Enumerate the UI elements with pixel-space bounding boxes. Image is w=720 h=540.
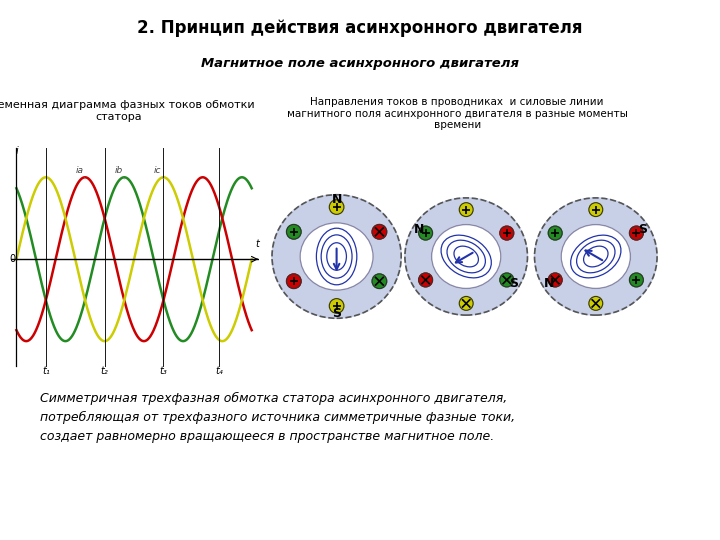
Ellipse shape	[534, 198, 657, 315]
Text: 0: 0	[9, 254, 16, 264]
Circle shape	[548, 273, 562, 287]
Text: Временная диаграмма фазных токов обмотки
статора: Временная диаграмма фазных токов обмотки…	[0, 100, 255, 122]
Circle shape	[459, 202, 473, 217]
Text: S: S	[332, 307, 341, 320]
Circle shape	[372, 274, 387, 288]
Text: N: N	[414, 223, 424, 236]
Text: S: S	[639, 223, 647, 236]
Ellipse shape	[405, 198, 528, 315]
Text: S: S	[509, 277, 518, 290]
Circle shape	[500, 226, 514, 240]
Circle shape	[629, 273, 644, 287]
Ellipse shape	[431, 225, 501, 288]
Text: t: t	[256, 239, 259, 249]
Circle shape	[548, 226, 562, 240]
Ellipse shape	[300, 223, 373, 290]
Text: t₄: t₄	[215, 366, 223, 376]
Text: Магнитное поле асинхронного двигателя: Магнитное поле асинхронного двигателя	[201, 57, 519, 70]
Circle shape	[629, 226, 644, 240]
Text: t₃: t₃	[160, 366, 167, 376]
Text: ib: ib	[114, 166, 125, 179]
Text: t₁: t₁	[42, 366, 50, 376]
Text: N: N	[544, 277, 554, 290]
Circle shape	[459, 296, 473, 310]
Circle shape	[329, 299, 344, 313]
Ellipse shape	[272, 195, 401, 318]
Circle shape	[287, 225, 301, 239]
Text: 2. Принцип действия асинхронного двигателя: 2. Принцип действия асинхронного двигате…	[138, 19, 582, 37]
Circle shape	[418, 226, 433, 240]
Text: Направления токов в проводниках  и силовые линии
магнитного поля асинхронного дв: Направления токов в проводниках и силовы…	[287, 97, 628, 130]
Text: t₂: t₂	[101, 366, 109, 376]
Circle shape	[287, 274, 301, 288]
Circle shape	[500, 273, 514, 287]
Text: ia: ia	[76, 166, 85, 179]
Ellipse shape	[561, 225, 631, 288]
Circle shape	[418, 273, 433, 287]
Circle shape	[589, 296, 603, 310]
Text: ic: ic	[154, 166, 163, 179]
Circle shape	[329, 200, 344, 214]
Circle shape	[589, 202, 603, 217]
Text: i: i	[16, 146, 19, 156]
Text: Симметричная трехфазная обмотка статора асинхронного двигателя,
потребляющая от : Симметричная трехфазная обмотка статора …	[40, 392, 515, 443]
Circle shape	[372, 225, 387, 239]
Text: N: N	[331, 193, 342, 206]
